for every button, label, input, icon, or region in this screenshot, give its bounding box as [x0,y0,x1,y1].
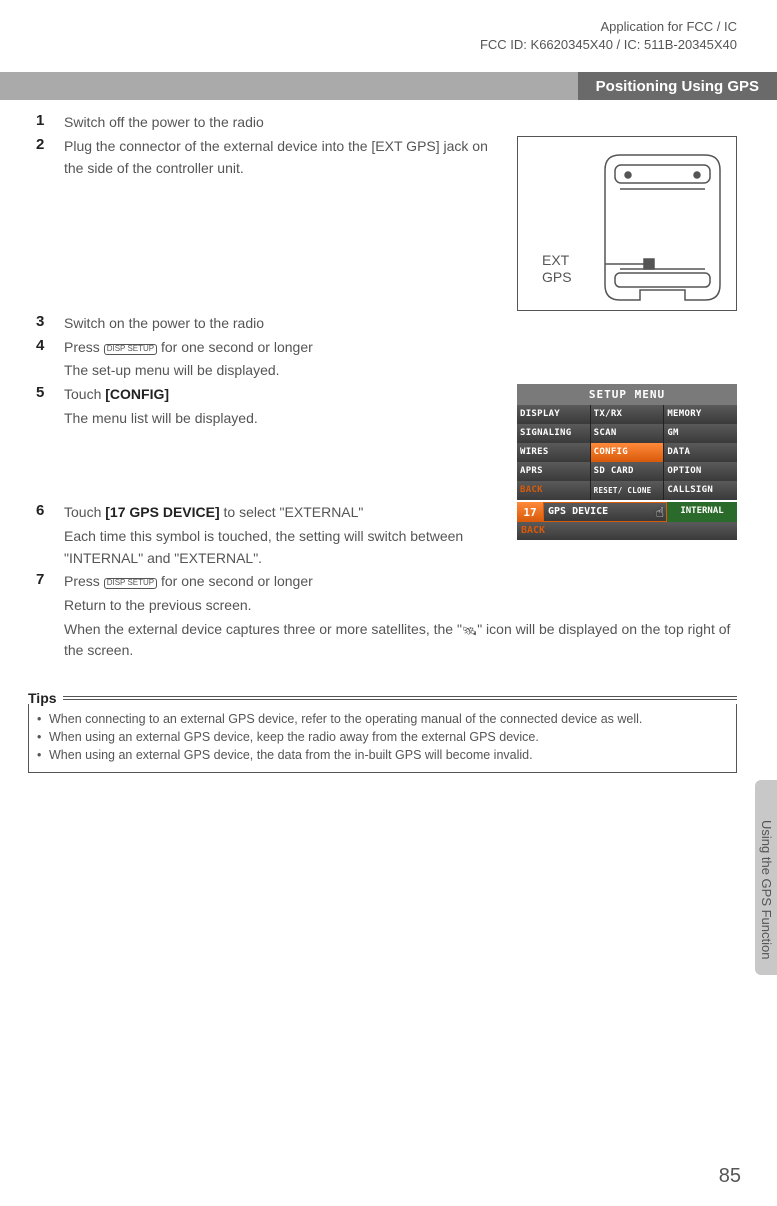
step-text-b: to select "EXTERNAL" [220,504,364,520]
step-num: 4 [36,337,64,382]
banner-bar [0,72,578,100]
sm-data: DATA [664,443,737,462]
step-7: 7 Press DISP SETUP for one second or lon… [36,571,737,662]
content-area: 1 Switch off the power to the radio 2 Pl… [0,100,777,662]
tips-divider [63,696,737,700]
setup-menu-title: SETUP MENU [517,384,737,405]
steps-list: 1 Switch off the power to the radio 2 Pl… [36,112,737,662]
tip-item: •When using an external GPS device, keep… [37,728,728,746]
step-bold: [CONFIG] [105,386,169,402]
sm-back: BACK [517,481,591,500]
sm-scan: SCAN [591,424,665,443]
step-text: Plug the connector of the external devic… [64,136,505,179]
banner-title: Positioning Using GPS [578,72,777,100]
tip-item: •When connecting to an external GPS devi… [37,710,728,728]
step-text-a: Press [64,573,104,589]
sm-aprs: APRS [517,462,591,481]
sm-memory: MEMORY [664,405,737,424]
sm-callsign: CALLSIGN [664,481,737,500]
step-bold: [17 GPS DEVICE] [105,504,219,520]
sm-option: OPTION [664,462,737,481]
step-sub1: Return to the previous screen. [64,595,737,617]
step-num: 1 [36,112,64,134]
step-num: 3 [36,313,64,335]
section-banner: Positioning Using GPS [0,72,777,100]
step-4: 4 Press DISP SETUP for one second or lon… [36,337,737,382]
tip-item: •When using an external GPS device, the … [37,746,728,764]
step-sub2: When the external device captures three … [64,619,737,662]
gps-label: GPS DEVICE ☝ [543,502,667,522]
disp-key-icon: DISP SETUP [104,344,157,355]
sm-sdcard: SD CARD [591,462,665,481]
controller-drawing [590,145,730,305]
step-text-a: Touch [64,386,105,402]
sm-display: DISPLAY [517,405,591,424]
ext-gps-label: EXT GPS [542,252,572,286]
sm-signaling: SIGNALING [517,424,591,443]
tips-box: •When connecting to an external GPS devi… [28,704,737,773]
step-sub: The set-up menu will be displayed. [64,360,737,382]
disp-key-icon: DISP SETUP [104,578,157,589]
step-num: 2 [36,136,64,311]
device-illustration: EXT GPS [517,136,737,311]
step-6: 6 Touch [17 GPS DEVICE] to select "EXTER… [36,502,737,569]
tips-label: Tips [28,690,57,706]
gps-value: INTERNAL [667,502,737,522]
tips-section: Tips •When connecting to an external GPS… [0,690,777,773]
sm-reset: RESET/ CLONE [591,481,665,500]
header-line1: Application for FCC / IC [0,18,737,36]
step-num: 7 [36,571,64,662]
touch-hand-icon: ☝ [656,503,664,525]
header-application: Application for FCC / IC FCC ID: K662034… [0,0,777,54]
step-text-a: Press [64,339,104,355]
step-text: Switch off the power to the radio [64,112,737,134]
sm-config: CONFIG [591,443,665,462]
gps-device-screenshot: 17 GPS DEVICE ☝ INTERNAL BACK [517,502,737,540]
satellite-icon: 🛰 [462,622,477,641]
step-5: 5 Touch [CONFIG] The menu list will be d… [36,384,737,500]
step-sub: The menu list will be displayed. [64,408,505,430]
step-text: Switch on the power to the radio [64,313,737,335]
step-sub: Each time this symbol is touched, the se… [64,526,505,569]
step-2: 2 Plug the connector of the external dev… [36,136,737,311]
step-3: 3 Switch on the power to the radio [36,313,737,335]
step-num: 5 [36,384,64,500]
setup-menu-screenshot: SETUP MENU DISPLAY TX/RX MEMORY SIGNALIN… [517,384,737,500]
step-num: 6 [36,502,64,569]
sm-wires: WIRES [517,443,591,462]
step-1: 1 Switch off the power to the radio [36,112,737,134]
side-section-label: Using the GPS Function [759,820,774,959]
sm-gm: GM [664,424,737,443]
header-line2: FCC ID: K6620345X40 / IC: 511B-20345X40 [0,36,737,54]
step-text-b: for one second or longer [157,339,313,355]
sm-txrx: TX/RX [591,405,665,424]
step-text-a: Touch [64,504,105,520]
page-number: 85 [719,1165,741,1188]
gps-back-row: BACK [517,522,737,540]
gps-number: 17 [517,502,543,522]
step-text-b: for one second or longer [157,573,313,589]
